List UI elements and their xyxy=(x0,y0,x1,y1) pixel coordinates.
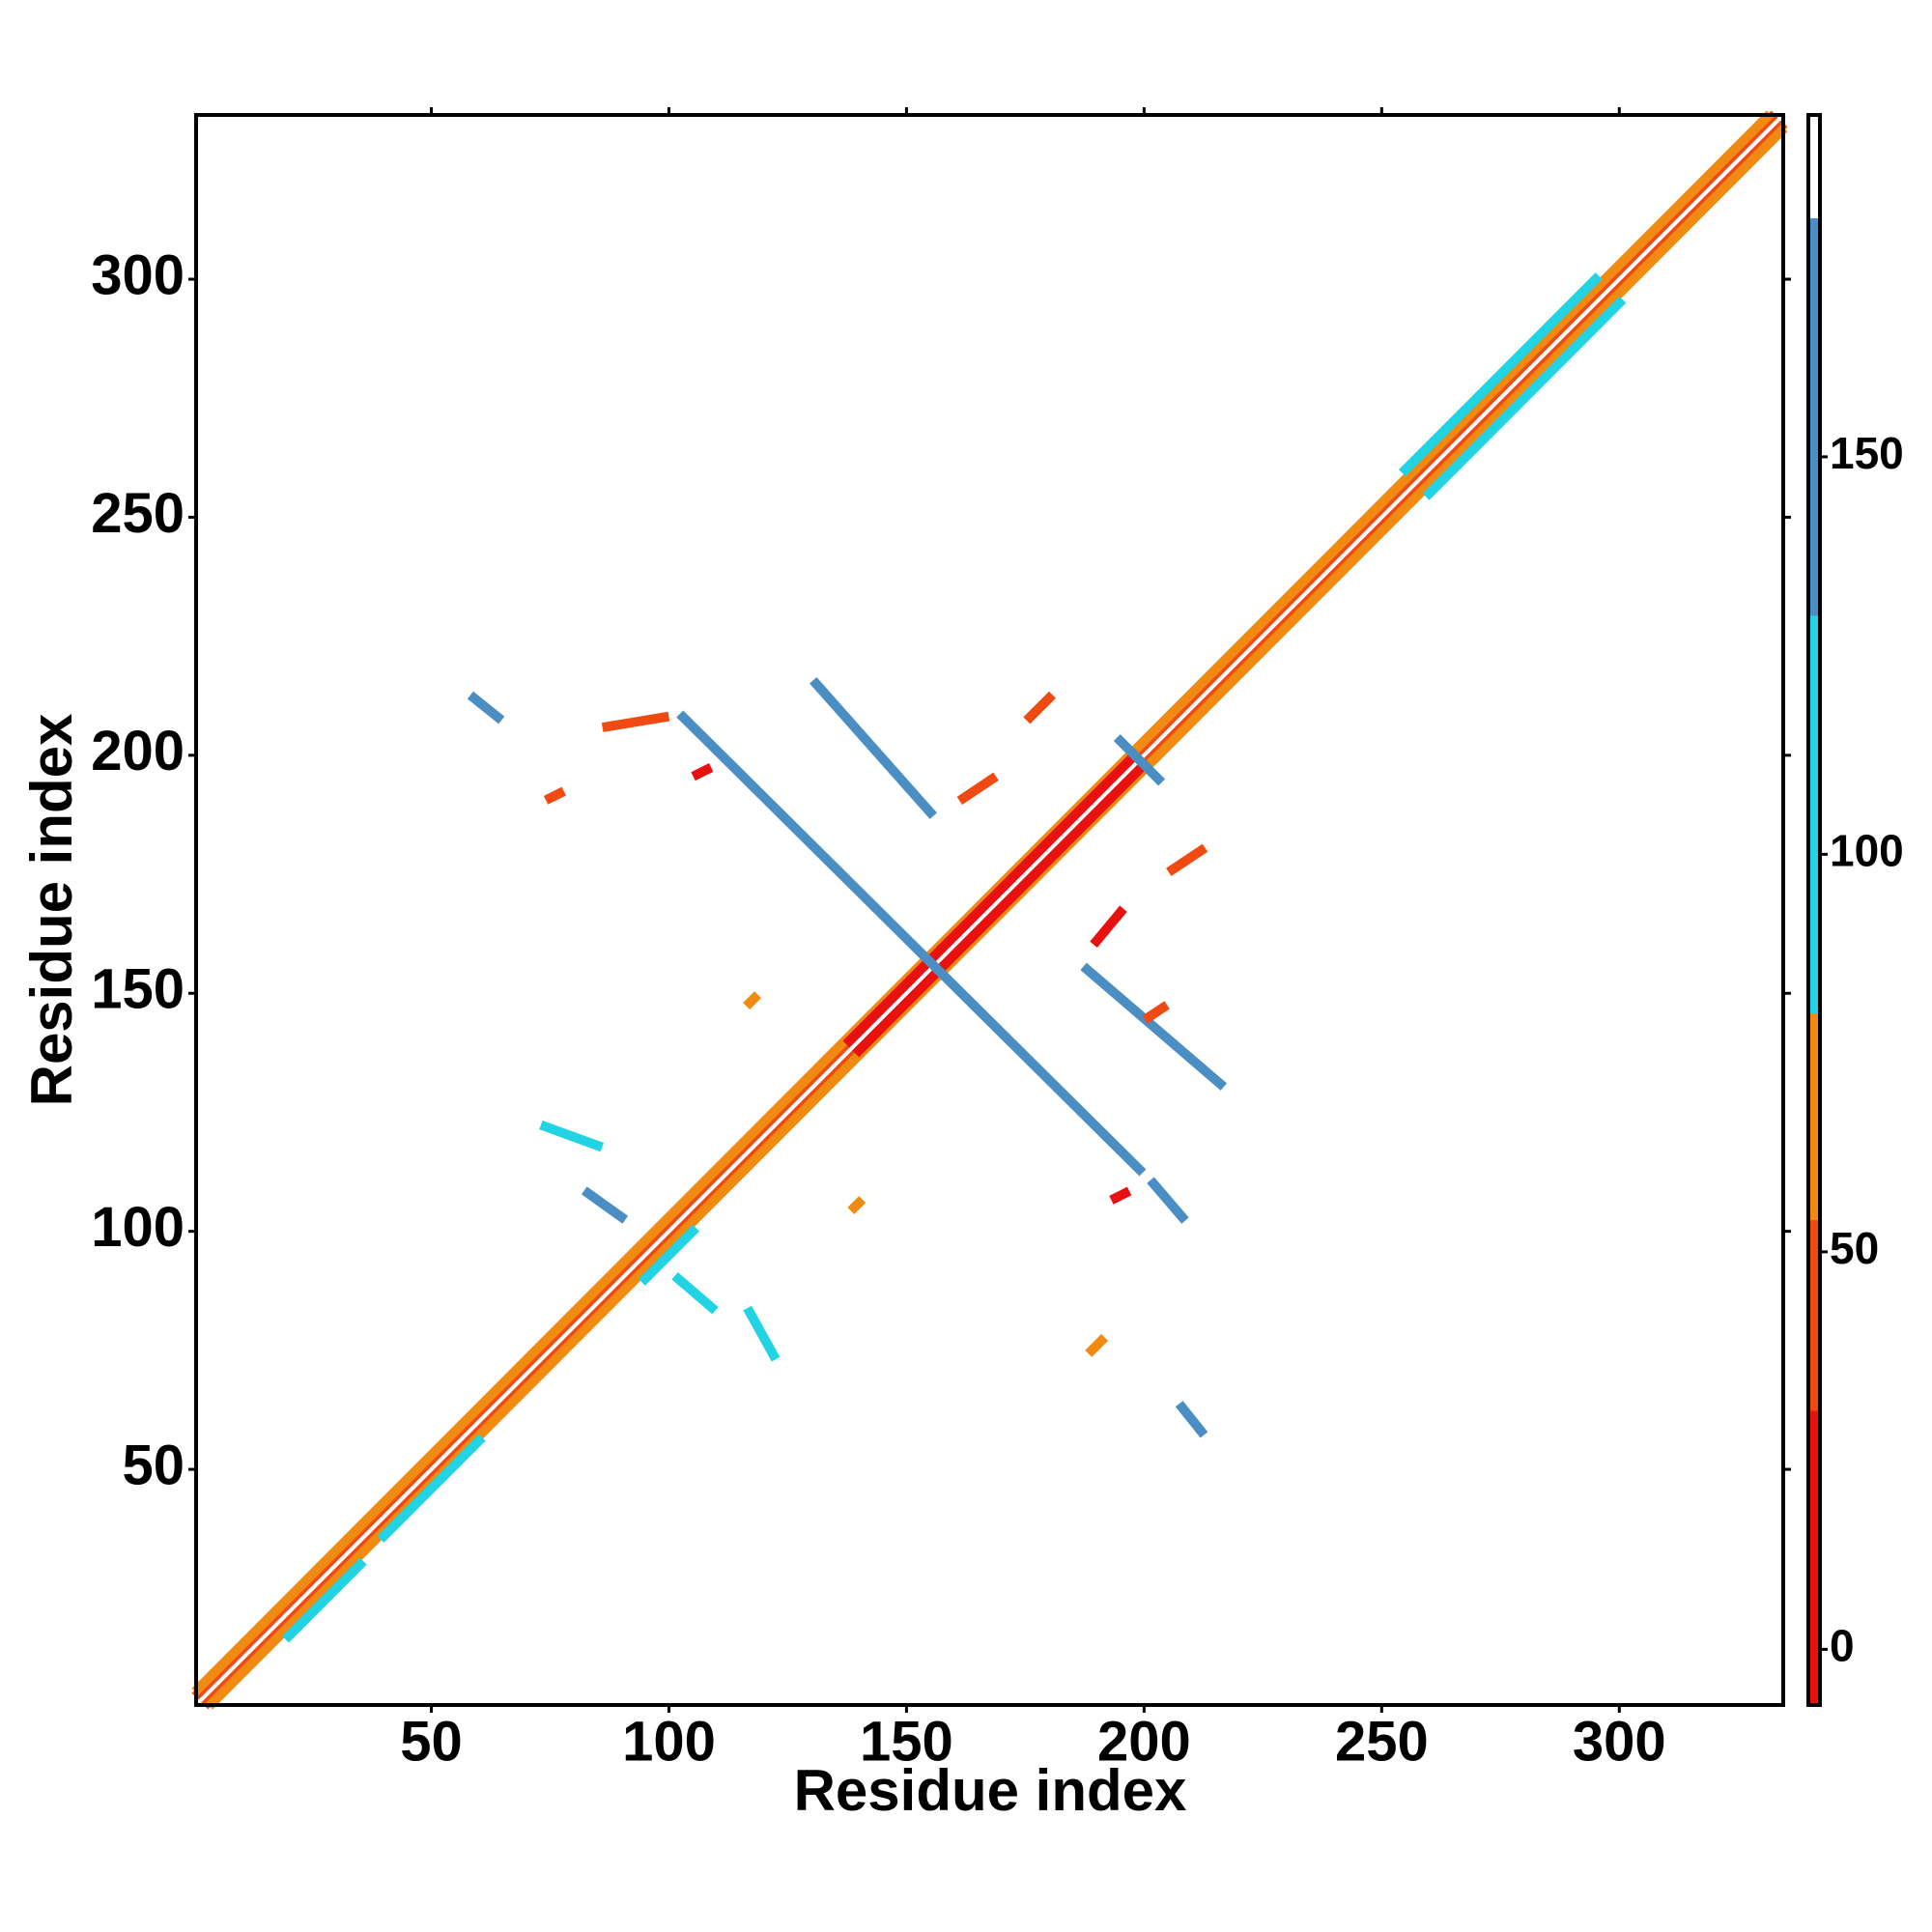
colorbar-band xyxy=(1808,1012,1820,1220)
contact-segment xyxy=(743,991,761,1010)
contact-segment xyxy=(852,757,1151,1058)
contact-segment xyxy=(1422,296,1627,500)
x-tick-label: 150 xyxy=(860,1710,953,1773)
x-axis-title: Residue index xyxy=(794,1758,1187,1823)
contact-segment xyxy=(1398,272,1603,477)
contact-segment xyxy=(743,1305,781,1362)
contact-segment xyxy=(1090,905,1127,948)
x-tick-label: 100 xyxy=(622,1710,716,1773)
y-tick-label: 150 xyxy=(91,958,185,1021)
colorbar-band xyxy=(1808,217,1820,616)
contact-segment xyxy=(1080,962,1228,1091)
colorbar-tick-label: 100 xyxy=(1830,826,1904,876)
contact-segment xyxy=(691,763,714,781)
contact-segment xyxy=(1085,1334,1109,1357)
colorbar-tick-label: 0 xyxy=(1830,1621,1855,1671)
contact-segment xyxy=(467,691,505,724)
plot-frame xyxy=(194,113,1785,1707)
y-tick-label: 50 xyxy=(122,1434,185,1496)
y-tick-label: 300 xyxy=(91,243,185,306)
contact-segment xyxy=(1147,1177,1189,1224)
contact-segment xyxy=(638,1224,700,1286)
contact-segment xyxy=(676,710,1147,1177)
y-tick-label: 250 xyxy=(91,482,185,545)
x-tick-label: 200 xyxy=(1097,1710,1191,1773)
colorbar-tick-label: 50 xyxy=(1830,1223,1879,1273)
contact-segment xyxy=(671,1271,719,1315)
contact-segment xyxy=(956,772,999,806)
colorbar-band xyxy=(1808,1410,1820,1705)
contact-segment xyxy=(581,1186,629,1224)
y-axis-title: Residue index xyxy=(19,714,84,1107)
colorbar-tick-label: 150 xyxy=(1830,428,1904,478)
colorbar-band xyxy=(1808,615,1820,1013)
y-tick-label: 200 xyxy=(91,720,185,782)
contact-segment xyxy=(377,1434,486,1544)
colorbar-band xyxy=(1808,115,1820,218)
contact-segment xyxy=(842,748,1142,1048)
contact-segment xyxy=(1166,843,1208,876)
y-tick-label: 100 xyxy=(91,1196,185,1259)
contact-segment xyxy=(601,711,670,732)
contact-segment xyxy=(281,1557,367,1643)
contact-segment xyxy=(1023,691,1056,724)
contact-segment xyxy=(543,786,566,805)
x-tick-label: 300 xyxy=(1573,1710,1666,1773)
x-tick-label: 50 xyxy=(400,1710,463,1773)
contact-segment xyxy=(847,1196,867,1214)
contact-segment xyxy=(1113,734,1166,786)
colorbar-frame xyxy=(1806,113,1822,1707)
x-tick-label: 250 xyxy=(1335,1710,1429,1773)
contact-segment xyxy=(1142,1001,1170,1024)
contact-segment xyxy=(539,1120,604,1152)
contact-segment xyxy=(810,676,937,819)
colorbar-band xyxy=(1808,1219,1820,1411)
contact-segment xyxy=(1109,1186,1132,1205)
contact-segment xyxy=(1175,1401,1208,1438)
